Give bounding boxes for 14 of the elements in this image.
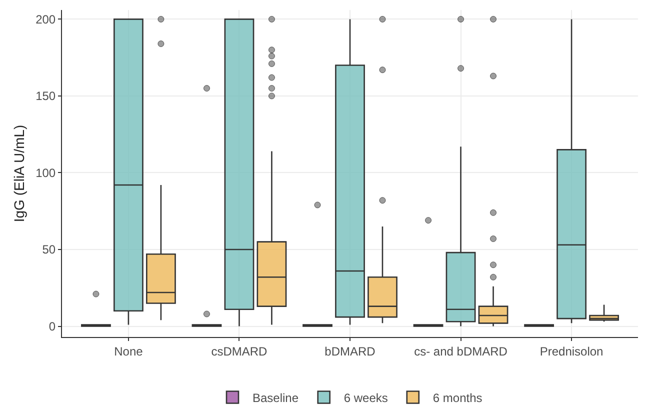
x-tick-label: csDMARD — [211, 344, 268, 358]
x-tick-label: bDMARD — [324, 344, 376, 358]
legend-label: 6 weeks — [344, 390, 388, 405]
x-tick-label: cs- and bDMARD — [414, 344, 508, 358]
y-tick-label: 50 — [42, 242, 56, 257]
y-tick-label: 0 — [48, 319, 56, 334]
legend-label: 6 months — [432, 390, 482, 405]
y-tick-label: 200 — [36, 12, 56, 26]
y-tick-label: 150 — [36, 89, 56, 104]
legend-label: Baseline — [252, 390, 299, 405]
y-tick-label: 100 — [36, 166, 56, 180]
x-tick-label: None — [114, 344, 144, 358]
x-tick-label: Prednisolon — [540, 344, 604, 358]
y-axis-title: IgG (EliA U/mL) — [11, 124, 27, 222]
